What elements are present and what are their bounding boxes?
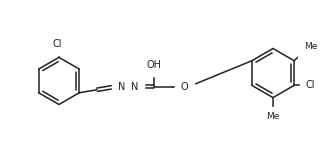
Text: Me: Me — [304, 42, 318, 51]
Text: N: N — [118, 82, 125, 92]
Text: N: N — [131, 82, 138, 92]
Text: O: O — [181, 82, 188, 92]
Text: Cl: Cl — [52, 39, 62, 50]
Text: OH: OH — [147, 60, 161, 70]
Text: Me: Me — [266, 112, 280, 121]
Text: Cl: Cl — [305, 80, 315, 90]
